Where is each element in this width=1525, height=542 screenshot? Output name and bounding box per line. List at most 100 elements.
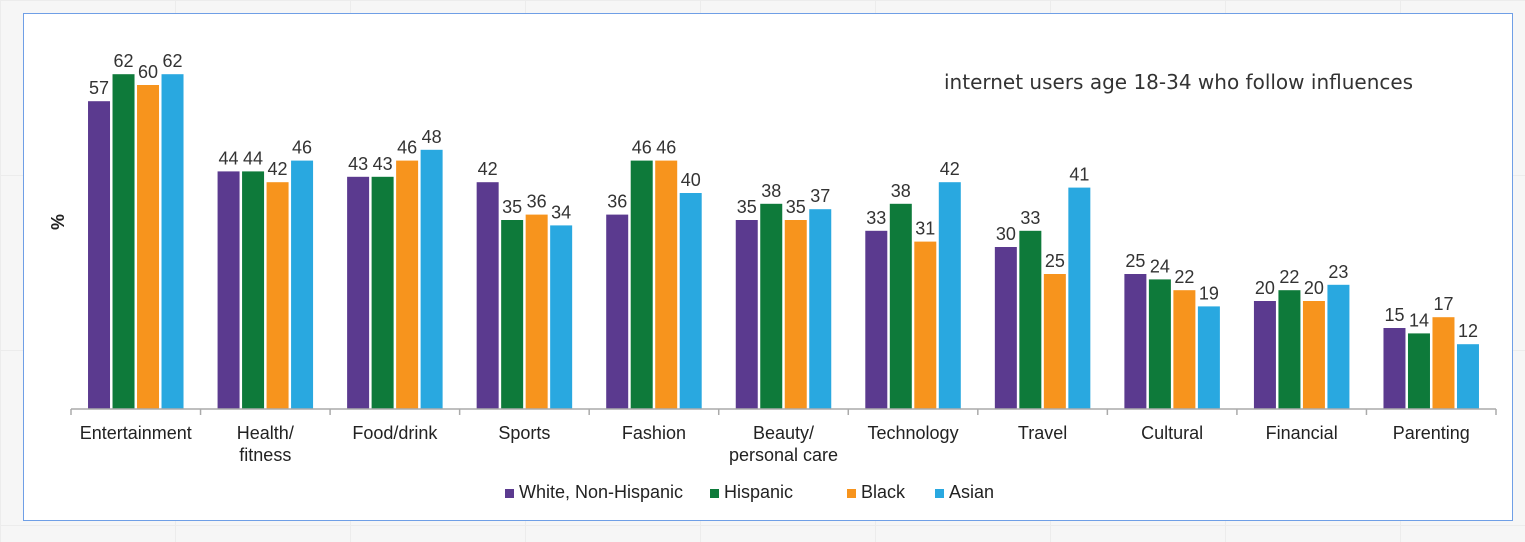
bar — [137, 85, 160, 409]
bar — [291, 160, 314, 409]
category-label: Beauty/personal care — [729, 423, 838, 465]
bars-layer — [88, 74, 1479, 410]
bar-value-label: 24 — [1150, 256, 1170, 276]
bar — [1278, 290, 1301, 409]
bar — [914, 241, 937, 409]
bar — [1173, 290, 1196, 409]
legend-label: White, Non-Hispanic — [519, 482, 683, 502]
bar-value-label: 38 — [891, 181, 911, 201]
category-label: Fashion — [622, 423, 686, 443]
bar — [889, 203, 912, 409]
bar-value-label: 30 — [996, 224, 1016, 244]
bar-value-label: 35 — [737, 197, 757, 217]
bar-value-label: 14 — [1409, 310, 1429, 330]
bar-value-label: 35 — [786, 197, 806, 217]
bar — [784, 220, 807, 409]
bar — [266, 182, 289, 409]
bar — [1383, 328, 1406, 409]
bar-value-label: 44 — [243, 148, 263, 168]
bar — [1197, 306, 1220, 409]
bar-value-label: 46 — [397, 138, 417, 158]
bar-value-label: 22 — [1174, 267, 1194, 287]
legend-label: Hispanic — [724, 482, 793, 502]
bar-value-label: 31 — [915, 219, 935, 239]
category-label: Entertainment — [80, 423, 192, 443]
bar-value-label: 12 — [1458, 321, 1478, 341]
bar-value-label: 57 — [89, 78, 109, 98]
bar-value-label: 23 — [1328, 262, 1348, 282]
bar-value-label: 36 — [607, 192, 627, 212]
bar-value-label: 42 — [478, 159, 498, 179]
category-label: Technology — [868, 423, 959, 443]
bar-value-label: 37 — [810, 186, 830, 206]
bar-value-label: 19 — [1199, 283, 1219, 303]
bar — [760, 203, 783, 409]
bar — [347, 176, 370, 409]
bar — [217, 171, 240, 409]
bar-value-label: 25 — [1045, 251, 1065, 271]
bar — [735, 220, 758, 409]
x-ticks-layer — [70, 409, 1497, 415]
bar — [938, 182, 961, 409]
bar — [679, 193, 702, 409]
chart-annotation: internet users age 18-34 who follow infl… — [944, 70, 1414, 94]
bar — [1148, 279, 1171, 409]
bar-value-label: 42 — [940, 159, 960, 179]
legend-swatch — [710, 489, 719, 498]
bar-value-label: 20 — [1255, 278, 1275, 298]
category-labels-layer: Entertainment Health/fitness Food/drink Spo… — [80, 423, 1470, 465]
bar — [501, 220, 524, 409]
bar — [655, 160, 678, 409]
category-label: Financial — [1266, 423, 1338, 443]
category-label: Parenting — [1393, 423, 1470, 443]
bar-value-label: 43 — [348, 154, 368, 174]
bar — [1456, 344, 1479, 409]
bar — [112, 74, 135, 409]
bar — [606, 214, 629, 409]
bar — [242, 171, 265, 409]
bar-value-label: 40 — [681, 170, 701, 190]
bar — [396, 160, 419, 409]
bar-value-label: 46 — [632, 138, 652, 158]
bar — [994, 247, 1017, 409]
bar — [1327, 284, 1350, 409]
bar-value-label: 15 — [1384, 305, 1404, 325]
bar-value-label: 17 — [1433, 294, 1453, 314]
bar — [371, 176, 394, 409]
category-label: Health/fitness — [237, 423, 294, 465]
category-label: Travel — [1018, 423, 1067, 443]
bar — [1124, 274, 1147, 409]
bar — [1019, 230, 1042, 409]
bar-value-label: 48 — [422, 127, 442, 147]
legend-swatch — [847, 489, 856, 498]
bar-value-label: 25 — [1125, 251, 1145, 271]
bar — [865, 230, 888, 409]
bar — [1068, 187, 1091, 409]
category-label: Cultural — [1141, 423, 1203, 443]
bar — [476, 182, 499, 409]
bar — [1043, 274, 1066, 409]
bar — [630, 160, 653, 409]
y-axis-label: % — [48, 214, 68, 230]
category-label: Food/drink — [352, 423, 438, 443]
bar-value-label: 62 — [163, 51, 183, 71]
bar-value-label: 22 — [1279, 267, 1299, 287]
bar-value-label: 62 — [114, 51, 134, 71]
bar-value-label: 41 — [1069, 165, 1089, 185]
legend: White, Non-Hispanic Hispanic Black Asian — [505, 482, 994, 502]
bar-value-label: 35 — [502, 197, 522, 217]
bar-value-label: 46 — [656, 138, 676, 158]
bar-value-label: 60 — [138, 62, 158, 82]
bar — [1432, 317, 1455, 409]
bar — [525, 214, 548, 409]
bar — [809, 209, 832, 409]
bar — [1253, 301, 1276, 409]
bar-value-label: 33 — [1020, 208, 1040, 228]
bar — [1407, 333, 1430, 409]
legend-swatch — [935, 489, 944, 498]
bar-value-label: 46 — [292, 138, 312, 158]
legend-label: Black — [861, 482, 906, 502]
bar-value-label: 38 — [761, 181, 781, 201]
